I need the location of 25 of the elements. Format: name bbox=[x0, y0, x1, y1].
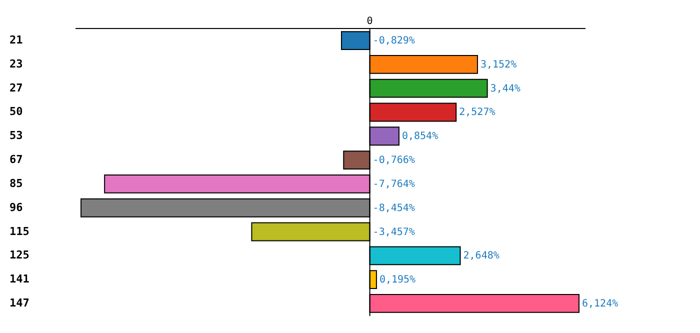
y-tick-label: 147 bbox=[10, 296, 30, 310]
y-tick-label: 23 bbox=[10, 57, 23, 70]
data-label: -3,457% bbox=[372, 226, 415, 238]
text: 0 bbox=[366, 16, 373, 27]
y-tick-label: 67 bbox=[10, 153, 23, 166]
y-tick-label: 21 bbox=[10, 34, 24, 47]
data-label: 3,44% bbox=[490, 83, 520, 94]
y-tick-label: 53 bbox=[10, 129, 23, 142]
data-label: -0,829% bbox=[372, 36, 415, 47]
y-tick-label: 27 bbox=[10, 81, 23, 94]
y-tick-label: 125 bbox=[10, 248, 30, 262]
data-label: 6,124% bbox=[582, 298, 618, 310]
data-label: -7,764% bbox=[372, 178, 415, 190]
data-label: 0,854% bbox=[402, 131, 438, 142]
y-tick-label: 96 bbox=[10, 200, 24, 214]
data-label: 3,152% bbox=[480, 59, 517, 70]
data-label: 2,648% bbox=[463, 250, 500, 262]
data-label: 0,195% bbox=[379, 274, 416, 286]
y-tick-label: 141 bbox=[10, 272, 30, 286]
y-tick-label: 50 bbox=[10, 105, 23, 118]
y-tick-label: 85 bbox=[10, 176, 23, 190]
data-label: 2,527% bbox=[459, 107, 496, 118]
data-label: -8,454% bbox=[372, 202, 415, 214]
data-label: -0,766% bbox=[372, 155, 415, 166]
y-tick-label: 115 bbox=[10, 224, 30, 238]
